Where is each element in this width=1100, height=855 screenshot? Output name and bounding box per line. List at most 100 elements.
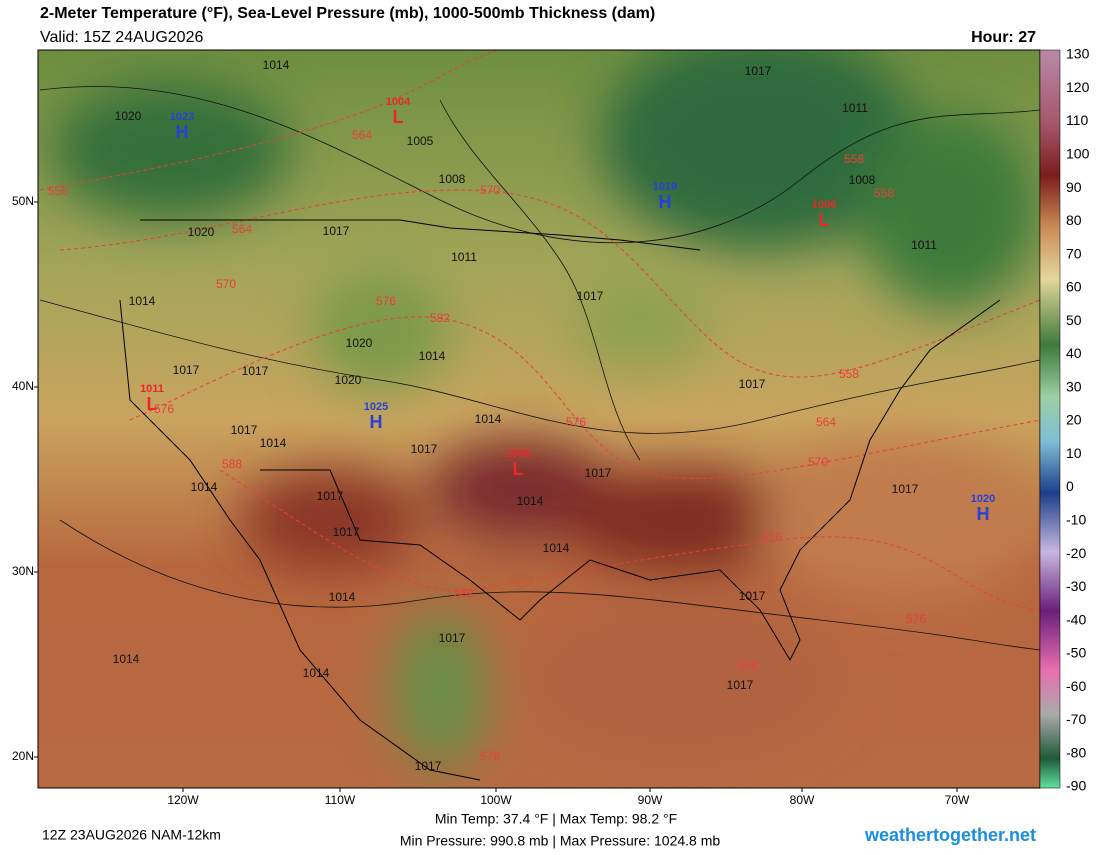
- latitude-label: 30N: [12, 564, 34, 578]
- isobar-label: 1020: [335, 373, 362, 387]
- isobar-label: 1014: [475, 412, 502, 426]
- center-pressure: 1019: [653, 181, 677, 193]
- colorbar-label: 30: [1066, 378, 1082, 394]
- isobar-label: 1008: [439, 172, 466, 186]
- colorbar-label: -70: [1066, 711, 1086, 727]
- thickness-label: 570: [808, 455, 828, 469]
- isobar-label: 1017: [577, 289, 604, 303]
- isobar-label: 1008: [849, 173, 876, 187]
- isobar-label: 1017: [231, 423, 258, 437]
- colorbar-label: 60: [1066, 279, 1082, 295]
- center-letter: H: [977, 504, 990, 524]
- isobar-label: 1017: [585, 466, 612, 480]
- colorbar-label: 110: [1066, 112, 1089, 128]
- thickness-label: 582: [430, 311, 450, 325]
- isobar-label: 1017: [323, 224, 350, 238]
- longitude-label: 100W: [480, 793, 512, 807]
- center-pressure: 1011: [140, 383, 164, 395]
- isobar-label: 1014: [517, 494, 544, 508]
- center-pressure: 1004: [386, 96, 411, 108]
- colorbar-label: -40: [1066, 611, 1086, 627]
- isobar-label: 1017: [739, 589, 766, 603]
- colorbar: [1039, 49, 1061, 789]
- colorbar-label: 120: [1066, 79, 1090, 95]
- isobar-label: 1014: [260, 436, 287, 450]
- isobar-label: 1011: [842, 101, 868, 115]
- isobar-label: 1017: [727, 678, 754, 692]
- colorbar-label: 10: [1066, 445, 1082, 461]
- colorbar-label: 20: [1066, 412, 1082, 428]
- isobar-label: 1005: [407, 134, 434, 148]
- center-letter: H: [370, 412, 383, 432]
- colorbar-label: -50: [1066, 645, 1086, 661]
- isobar-label: 1014: [191, 480, 218, 494]
- isobar-label: 1017: [333, 525, 360, 539]
- map-field: [38, 50, 1040, 788]
- isobar-label: 1014: [113, 652, 140, 666]
- thickness-label: 576: [480, 749, 500, 763]
- longitude-label: 110W: [325, 793, 356, 807]
- isobar-label: 1011: [451, 250, 477, 264]
- colorbar-label: 50: [1066, 312, 1082, 328]
- center-letter: L: [513, 459, 524, 479]
- isobar-label: 1020: [188, 225, 215, 239]
- isobar-label: 1014: [129, 294, 156, 308]
- colorbar-label: -10: [1066, 512, 1086, 528]
- colorbar-label: 100: [1066, 146, 1090, 162]
- isobar-lines: [39, 86, 1040, 651]
- isobar-label: 1014: [329, 590, 356, 604]
- longitude-label: 80W: [790, 793, 815, 807]
- thickness-label: 558: [48, 184, 68, 198]
- colorbar-label: 90: [1066, 179, 1082, 195]
- center-letter: H: [659, 192, 672, 212]
- colorbar-label: 70: [1066, 245, 1082, 261]
- isobar-label: 1020: [346, 336, 373, 350]
- colorbar-label: 130: [1066, 46, 1090, 62]
- isobar-label: 1017: [415, 759, 442, 773]
- center-pressure: 1025: [364, 401, 388, 413]
- thickness-label: 582: [454, 586, 474, 600]
- borders: [119, 219, 1001, 781]
- colorbar-label: 80: [1066, 212, 1082, 228]
- latitude-label: 20N: [12, 749, 34, 763]
- colorbar-label: -20: [1066, 545, 1086, 561]
- model-run: 12Z 23AUG2026 NAM-12km: [42, 827, 221, 843]
- center-pressure: 1020: [971, 493, 995, 505]
- colorbar-label: -90: [1066, 778, 1086, 794]
- thickness-label: 588: [222, 457, 242, 471]
- center-letter: H: [176, 122, 189, 142]
- title: 2-Meter Temperature (°F), Sea-Level Pres…: [40, 5, 655, 22]
- isobar-label: 1014: [303, 666, 330, 680]
- thickness-label: 564: [232, 222, 252, 236]
- isobar-label: 1014: [419, 349, 446, 363]
- colorbar-label: 40: [1066, 345, 1082, 361]
- latitude-label: 50N: [12, 194, 34, 208]
- thickness-label: 576: [376, 294, 396, 308]
- colorbar-label: -30: [1066, 578, 1086, 594]
- thickness-label: 576: [154, 402, 174, 416]
- thickness-label: 576: [762, 530, 782, 544]
- isobar-label: 1017: [173, 363, 200, 377]
- pressure-stats: Min Pressure: 990.8 mb | Max Pressure: 1…: [400, 833, 721, 849]
- isobar-label: 1017: [439, 631, 466, 645]
- isobar-label: 1011: [911, 238, 937, 252]
- isobar-label: 1014: [263, 58, 290, 72]
- isobar-label: 1017: [242, 364, 269, 378]
- isobar-label: 1017: [745, 64, 772, 78]
- thickness-label: 558: [874, 186, 894, 200]
- isobar-label: 1014: [543, 541, 570, 555]
- thickness-label: 564: [352, 128, 372, 142]
- thickness-label: 558: [844, 152, 864, 166]
- thickness-label: 570: [480, 183, 500, 197]
- valid-time: Valid: 15Z 24AUG2026: [40, 29, 203, 46]
- longitude-label: 90W: [638, 793, 663, 807]
- longitude-label: 120W: [167, 793, 199, 807]
- center-letter: L: [393, 107, 404, 127]
- longitude-label: 70W: [945, 793, 970, 807]
- isobar-label: 1017: [892, 482, 919, 496]
- isobar-label: 1017: [411, 442, 438, 456]
- center-pressure: 1023: [170, 111, 194, 123]
- thickness-label: 576: [906, 612, 926, 626]
